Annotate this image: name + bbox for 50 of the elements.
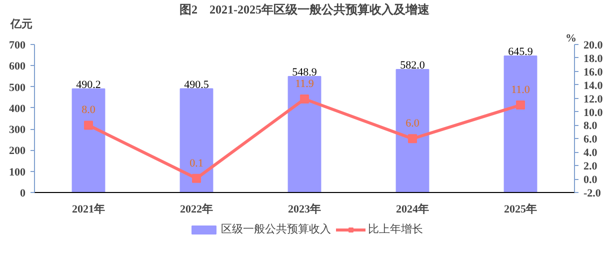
- y-axis-title: 亿元: [10, 18, 32, 30]
- y2-axis-title: %: [566, 32, 576, 44]
- bar: [180, 88, 214, 192]
- point: [300, 94, 309, 104]
- data-label: 6.0: [406, 118, 420, 130]
- point: [516, 100, 525, 110]
- y-tick-label: 700: [9, 40, 26, 52]
- y-tick-label: 300: [9, 124, 26, 136]
- point: [192, 174, 201, 183]
- data-label: 548.9: [292, 66, 318, 78]
- y2-tick-label: 12.0: [584, 93, 604, 106]
- data-label: 490.2: [76, 78, 101, 91]
- y-tick-label: 400: [9, 102, 26, 115]
- y2-tick-label: 0.0: [584, 174, 598, 186]
- y2-tick-label: 10.0: [584, 106, 604, 119]
- bar: [396, 68, 430, 192]
- y2-tick-label: 8.0: [584, 120, 598, 132]
- legend-label: 比上年增长: [368, 222, 423, 236]
- chart-title: 图2 2021-2025年区级一般公共预算收入及增速: [180, 2, 430, 16]
- x-tick-label: 2021年: [72, 202, 105, 216]
- y2-tick-label: -2.0: [584, 188, 602, 200]
- data-label: 490.5: [184, 78, 210, 91]
- x-tick-label: 2023年: [288, 202, 321, 216]
- bar: [504, 55, 538, 192]
- y2-tick-label: 2.0: [584, 160, 598, 173]
- y2-tick-label: 20.0: [584, 40, 604, 52]
- y2-tick-label: 18.0: [584, 52, 604, 65]
- y-tick-label: 600: [9, 60, 26, 73]
- data-label: 11.9: [295, 78, 314, 90]
- data-label: 8.0: [82, 104, 96, 116]
- y2-tick-label: 14.0: [584, 80, 604, 92]
- data-label: 11.0: [511, 84, 530, 96]
- y2-tick-label: 16.0: [584, 66, 604, 78]
- point: [408, 134, 417, 144]
- data-label: 645.9: [508, 46, 534, 58]
- x-tick-label: 2022年: [180, 202, 213, 216]
- y2-tick-label: 6.0: [584, 134, 598, 146]
- y-tick-label: 500: [9, 82, 26, 94]
- y-tick-label: 200: [9, 145, 26, 158]
- y-tick-label: 100: [9, 166, 26, 178]
- legend-label: 区级一般公共预算收入: [221, 222, 331, 236]
- data-label: 582.0: [400, 59, 426, 72]
- y2-tick-label: 4.0: [584, 147, 598, 160]
- bar: [72, 88, 106, 192]
- x-tick-label: 2025年: [504, 202, 537, 216]
- bar: [288, 76, 322, 192]
- point: [84, 120, 93, 130]
- y-tick-label: 0: [20, 188, 26, 200]
- data-label: 0.1: [190, 157, 204, 170]
- x-tick-label: 2024年: [396, 202, 429, 216]
